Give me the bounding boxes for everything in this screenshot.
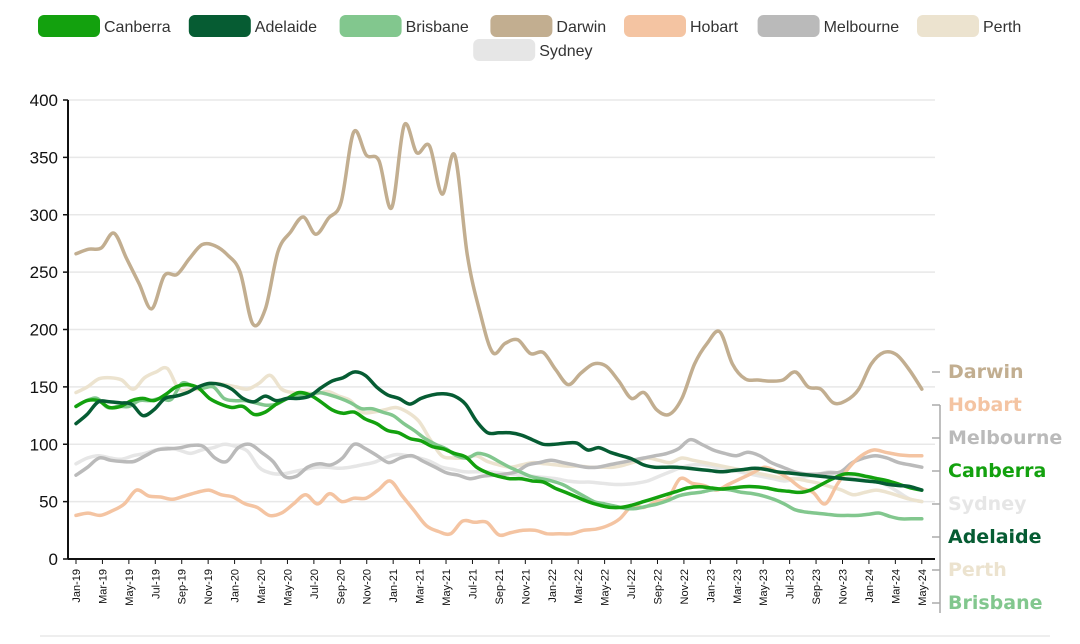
x-tick-label-jan-22: Jan-22 [547, 569, 559, 603]
x-tick-label-jul-19: Jul-19 [150, 569, 162, 599]
series-line-darwin [74, 121, 924, 417]
legend-label-sydney: Sydney [539, 43, 592, 60]
legend-swatch-adelaide [188, 15, 251, 37]
y-axis-ticks: 0 50 100 150 200 250 300 350 400 [30, 91, 935, 569]
x-tick-label-sep-22: Sep-22 [652, 569, 664, 604]
x-tick-label-may-20: May-20 [282, 569, 294, 606]
x-tick-label-nov-23: Nov-23 [837, 569, 849, 604]
y-tick-label-0: 0 [49, 550, 58, 569]
x-tick-label-mar-23: Mar-23 [732, 569, 744, 604]
legend-swatch-darwin [490, 15, 553, 37]
x-tick-label-jan-20: Jan-20 [230, 569, 242, 603]
series-line-sydney [74, 442, 924, 504]
x-tick-label-may-19: May-19 [124, 569, 136, 606]
legend-swatch-perth [917, 15, 979, 37]
x-tick-label-jul-23: Jul-23 [785, 569, 797, 599]
series-lines [74, 121, 924, 538]
y-tick-label-200: 200 [30, 321, 58, 340]
x-tick-label-mar-20: Mar-20 [256, 569, 268, 604]
legend-swatch-melbourne [757, 15, 820, 37]
y-tick-label-150: 150 [30, 378, 58, 397]
x-tick-label-sep-23: Sep-23 [811, 569, 823, 604]
x-tick-label-may-22: May-22 [600, 569, 612, 606]
end-label-melbourne: Melbourne [948, 427, 1062, 449]
gridlines [68, 99, 935, 503]
legend-swatch-brisbane [339, 15, 402, 37]
x-tick-label-sep-19: Sep-19 [177, 569, 189, 604]
series-line-adelaide [74, 370, 924, 492]
legend-label-perth: Perth [983, 19, 1021, 36]
legend-label-adelaide: Adelaide [255, 19, 317, 36]
x-tick-label-nov-22: Nov-22 [679, 569, 691, 604]
legend-label-hobart: Hobart [690, 19, 739, 36]
x-tick-label-jan-19: Jan-19 [71, 569, 83, 603]
x-tick-label-jul-22: Jul-22 [626, 569, 638, 599]
x-axis-ticks: Jan-19 Mar-19 May-19 Jul-19 Sep-19 Nov-19 Jan-… [71, 559, 929, 606]
legend-label-melbourne: Melbourne [824, 19, 900, 36]
x-tick-label-nov-20: Nov-20 [362, 569, 374, 604]
x-tick-label-sep-21: Sep-21 [494, 569, 506, 604]
legend-swatch-canberra [38, 15, 100, 37]
x-tick-label-mar-21: Mar-21 [415, 569, 427, 604]
legend-label-brisbane: Brisbane [406, 19, 469, 36]
legend: Canberra Adelaide Brisbane Darwin Hobart Melb… [38, 15, 1021, 61]
x-tick-label-jan-24: Jan-24 [864, 569, 876, 603]
y-tick-label-300: 300 [30, 206, 58, 225]
x-tick-label-may-21: May-21 [441, 569, 453, 606]
x-tick-label-may-24: May-24 [917, 569, 929, 606]
x-tick-label-jan-23: Jan-23 [705, 569, 717, 603]
series-line-canberra [74, 382, 924, 510]
end-label-canberra: Canberra [948, 460, 1046, 482]
y-tick-label-350: 350 [30, 148, 58, 167]
end-label-hobart: Hobart [948, 394, 1022, 416]
x-tick-label-jul-21: Jul-21 [467, 569, 479, 599]
legend-label-darwin: Darwin [556, 19, 606, 36]
end-label-perth: Perth [948, 559, 1007, 581]
legend-swatch-hobart [624, 15, 686, 37]
y-tick-label-100: 100 [30, 435, 58, 454]
legend-label-canberra: Canberra [104, 19, 171, 36]
x-tick-label-mar-19: Mar-19 [97, 569, 109, 604]
x-tick-label-nov-19: Nov-19 [203, 569, 215, 604]
end-label-darwin: Darwin [948, 361, 1024, 383]
end-label-brisbane: Brisbane [948, 592, 1043, 614]
x-tick-label-mar-22: Mar-22 [573, 569, 585, 604]
series-line-brisbane [74, 380, 924, 521]
x-tick-label-sep-20: Sep-20 [335, 569, 347, 604]
end-labels: Darwin Hobart Melbourne Canberra Sydney Adela… [932, 361, 1062, 614]
y-tick-label-250: 250 [30, 263, 58, 282]
x-tick-label-mar-24: Mar-24 [890, 569, 902, 604]
x-tick-label-nov-21: Nov-21 [520, 569, 532, 604]
y-tick-label-50: 50 [39, 493, 58, 512]
legend-swatch-sydney [473, 39, 536, 61]
x-tick-label-may-23: May-23 [758, 569, 770, 606]
end-label-sydney: Sydney [948, 493, 1027, 515]
y-tick-label-400: 400 [30, 91, 58, 110]
x-tick-label-jul-20: Jul-20 [309, 569, 321, 599]
end-label-adelaide: Adelaide [948, 526, 1042, 548]
x-tick-label-jan-21: Jan-21 [388, 569, 400, 603]
